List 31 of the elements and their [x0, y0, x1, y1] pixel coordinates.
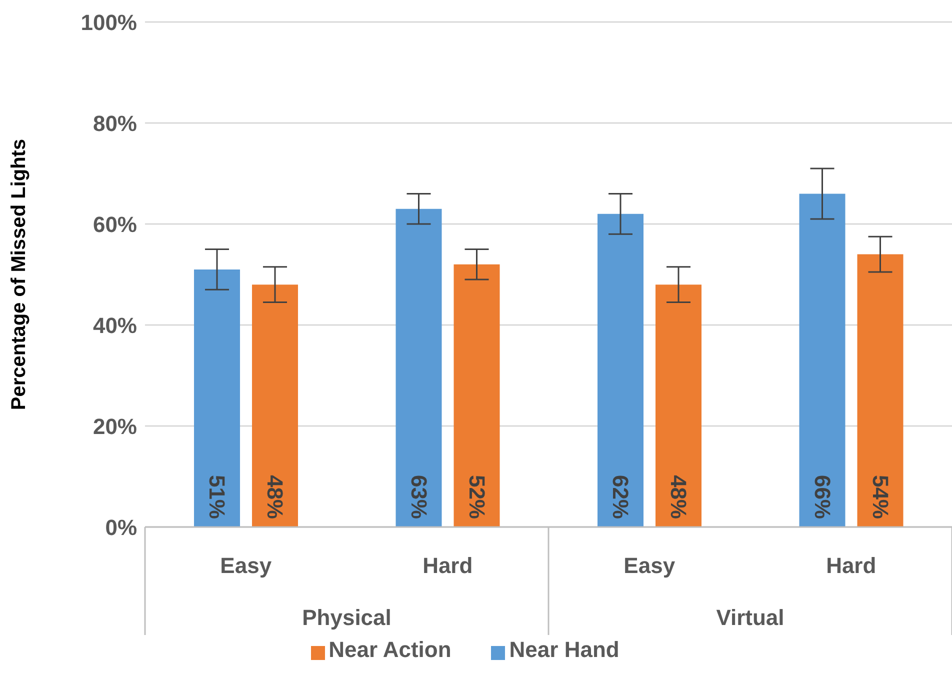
data-label: 66%: [810, 474, 835, 519]
data-label: 48%: [262, 474, 288, 519]
y-tick-label: 100%: [80, 10, 137, 35]
text: Physical: [302, 605, 392, 630]
y-tick-label: 40%: [92, 312, 137, 338]
y-tick-label: 0%: [105, 514, 137, 540]
bar: [656, 284, 702, 527]
text: Virtual: [716, 605, 784, 630]
bar: [194, 269, 240, 527]
data-label: 62%: [608, 474, 633, 519]
x-tick-label: Hard: [826, 553, 876, 578]
bar: [396, 208, 442, 527]
data-label: 52%: [464, 474, 490, 519]
data-label: 48%: [666, 474, 691, 519]
x-tick-label: Easy: [220, 553, 272, 578]
data-label: 54%: [868, 474, 893, 519]
y-tick-label: 60%: [92, 212, 137, 237]
data-label: 51%: [204, 474, 230, 519]
bar: [799, 194, 846, 527]
bar: [454, 264, 500, 527]
bar: [857, 254, 904, 527]
x-tick-label: Easy: [624, 553, 676, 578]
bar: [598, 214, 644, 527]
legend-label: Near Action: [328, 637, 452, 662]
data-label: 63%: [406, 474, 432, 519]
y-tick-label: 20%: [92, 414, 137, 439]
y-axis-title: Percentage of Missed Lights: [8, 138, 30, 410]
y-tick-label: 80%: [92, 110, 137, 136]
x-tick-label: Hard: [422, 553, 473, 578]
legend-label: Near Hand: [509, 637, 620, 662]
bar: [252, 284, 298, 527]
